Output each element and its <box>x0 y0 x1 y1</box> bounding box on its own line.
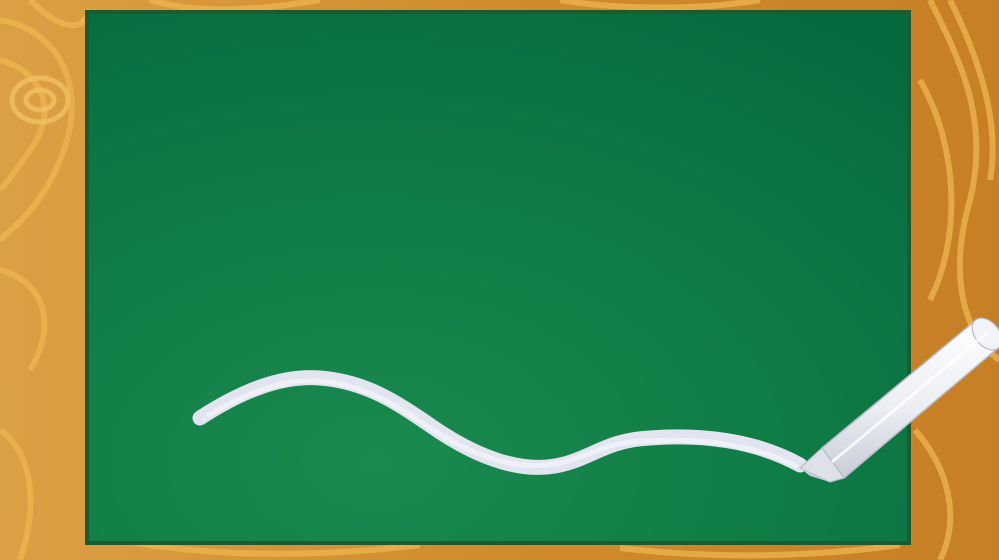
chalk-icon <box>798 317 999 483</box>
chalk-stroke <box>192 370 808 475</box>
wood-knot <box>9 75 71 125</box>
